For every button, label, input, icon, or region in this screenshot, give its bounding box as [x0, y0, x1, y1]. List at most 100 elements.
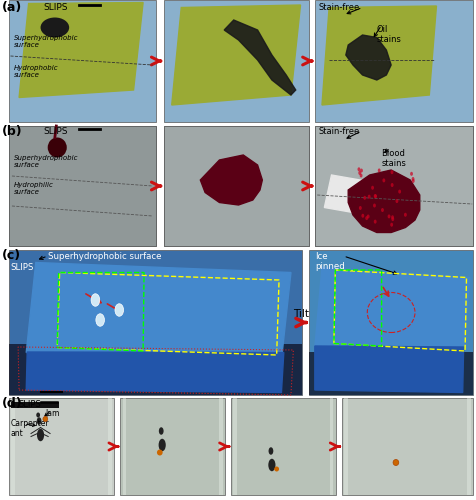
Text: SLIPS: SLIPS: [10, 264, 34, 272]
Bar: [11, 402, 59, 407]
Bar: [329, 398, 333, 495]
Ellipse shape: [96, 314, 104, 326]
Ellipse shape: [373, 194, 376, 198]
Text: Hydrophilic
surface: Hydrophilic surface: [14, 182, 54, 196]
Bar: [9, 126, 156, 246]
Text: (d): (d): [2, 396, 22, 409]
Bar: [341, 398, 472, 495]
Polygon shape: [26, 352, 283, 393]
Ellipse shape: [274, 466, 278, 471]
Polygon shape: [314, 268, 469, 355]
Text: Superhydrophobic surface: Superhydrophobic surface: [48, 252, 161, 261]
Text: Jam: Jam: [45, 409, 60, 418]
Ellipse shape: [159, 427, 163, 434]
Ellipse shape: [380, 208, 383, 212]
Bar: [9, 398, 114, 495]
Text: Tilt: Tilt: [292, 309, 308, 319]
Text: SLIPS: SLIPS: [43, 3, 67, 12]
Text: (b): (b): [2, 125, 22, 138]
Polygon shape: [19, 2, 143, 98]
Ellipse shape: [366, 214, 369, 218]
Bar: [120, 398, 225, 495]
Text: Superhydrophobic
surface: Superhydrophobic surface: [14, 35, 79, 48]
Ellipse shape: [395, 199, 397, 203]
Bar: [108, 398, 112, 495]
Ellipse shape: [411, 177, 414, 181]
Polygon shape: [171, 5, 300, 105]
Text: Oil
stains: Oil stains: [376, 25, 401, 44]
Ellipse shape: [91, 294, 99, 306]
Bar: [314, 126, 472, 246]
Bar: [343, 398, 347, 495]
Ellipse shape: [372, 204, 375, 208]
Bar: [163, 126, 308, 246]
Bar: [122, 398, 126, 495]
Bar: [314, 126, 472, 246]
Bar: [308, 352, 472, 395]
Ellipse shape: [365, 216, 367, 220]
Polygon shape: [324, 175, 374, 215]
Bar: [9, 344, 301, 395]
Ellipse shape: [43, 416, 48, 422]
Ellipse shape: [382, 178, 385, 182]
Text: Ice
pinned: Ice pinned: [314, 252, 344, 272]
Text: Stain-free: Stain-free: [318, 128, 359, 136]
Ellipse shape: [363, 196, 366, 200]
Text: (c): (c): [2, 248, 21, 262]
Ellipse shape: [361, 214, 364, 218]
Bar: [233, 398, 237, 495]
Text: SLIPS: SLIPS: [43, 128, 67, 136]
Ellipse shape: [48, 138, 67, 158]
Bar: [9, 250, 301, 395]
Polygon shape: [224, 20, 295, 95]
Ellipse shape: [367, 194, 370, 198]
Bar: [9, 0, 156, 122]
Bar: [308, 250, 472, 395]
Text: Carpenter
ant: Carpenter ant: [10, 419, 49, 438]
Ellipse shape: [403, 213, 406, 217]
Ellipse shape: [390, 217, 393, 221]
Ellipse shape: [387, 214, 390, 218]
Ellipse shape: [37, 417, 41, 425]
Ellipse shape: [377, 168, 380, 172]
Ellipse shape: [357, 171, 360, 175]
Ellipse shape: [115, 304, 123, 316]
Ellipse shape: [373, 194, 376, 198]
Ellipse shape: [157, 450, 162, 456]
Bar: [11, 398, 15, 495]
Ellipse shape: [359, 174, 362, 178]
Ellipse shape: [359, 168, 362, 172]
Polygon shape: [26, 262, 290, 360]
Bar: [163, 0, 308, 122]
Text: Blood
stains: Blood stains: [381, 148, 406, 168]
Ellipse shape: [373, 220, 376, 224]
Ellipse shape: [36, 412, 40, 418]
Polygon shape: [347, 170, 419, 232]
Ellipse shape: [268, 459, 275, 471]
Ellipse shape: [390, 216, 393, 220]
Ellipse shape: [37, 428, 44, 441]
Text: (a): (a): [2, 1, 22, 14]
Ellipse shape: [268, 447, 273, 455]
Ellipse shape: [40, 18, 69, 38]
Ellipse shape: [390, 170, 393, 174]
Bar: [9, 126, 156, 246]
Ellipse shape: [158, 439, 165, 451]
Polygon shape: [200, 155, 262, 205]
Bar: [163, 126, 308, 246]
Bar: [314, 0, 472, 122]
Ellipse shape: [392, 460, 398, 466]
Polygon shape: [345, 35, 390, 80]
Ellipse shape: [357, 168, 359, 172]
Ellipse shape: [409, 172, 412, 176]
Bar: [466, 398, 470, 495]
Text: Superhydrophobic
surface: Superhydrophobic surface: [14, 155, 79, 168]
Ellipse shape: [389, 222, 392, 226]
Bar: [218, 398, 222, 495]
Text: Stain-free: Stain-free: [318, 3, 359, 12]
Ellipse shape: [358, 206, 361, 210]
Bar: [230, 398, 335, 495]
Ellipse shape: [370, 186, 373, 190]
Polygon shape: [314, 346, 463, 393]
Ellipse shape: [411, 179, 414, 183]
